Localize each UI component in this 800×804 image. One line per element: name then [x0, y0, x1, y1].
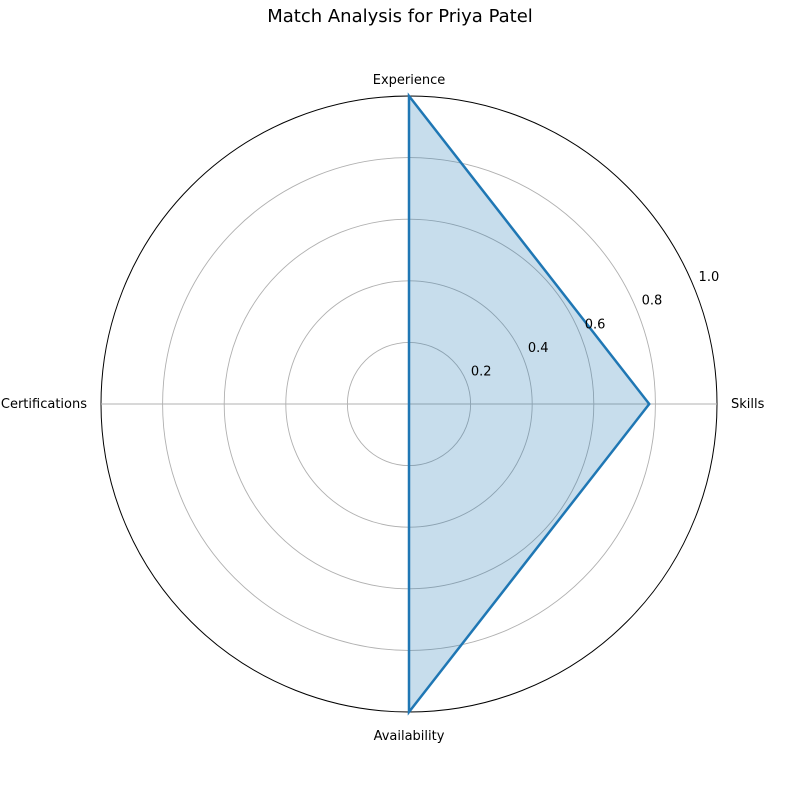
radial-tick-label: 0.8 — [642, 294, 663, 309]
series-line — [407, 92, 651, 716]
radial-tick-label: 0.4 — [528, 341, 549, 356]
radial-tick-label: 0.2 — [471, 364, 492, 379]
radial-tick-label: 0.6 — [585, 317, 606, 332]
series-area — [409, 96, 650, 712]
category-label: Availability — [374, 729, 445, 744]
radial-tick-label: 1.0 — [699, 270, 720, 285]
category-label: Certifications — [1, 397, 87, 412]
category-label: Skills — [731, 397, 765, 412]
chart-title: Match Analysis for Priya Patel — [267, 6, 533, 27]
category-label: Experience — [373, 73, 446, 88]
